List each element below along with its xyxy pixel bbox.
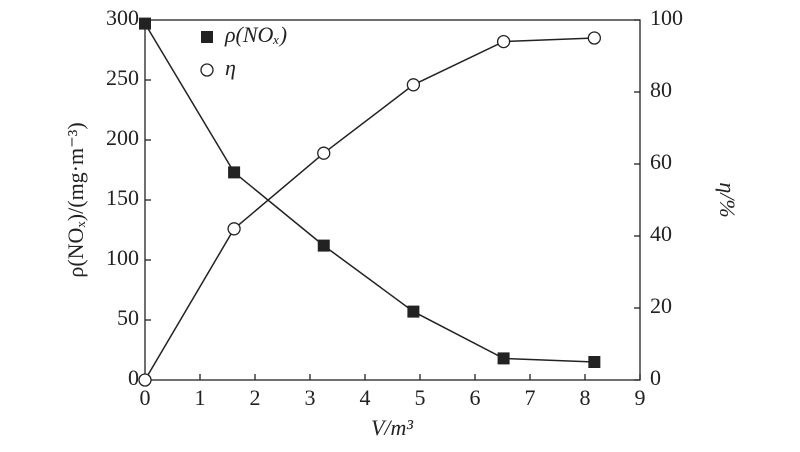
- legend-label: ρ(NOₓ): [224, 22, 287, 47]
- x-axis-label: V/m³: [371, 415, 413, 440]
- y2-tick-label: 60: [650, 149, 672, 174]
- y2-tick-label: 20: [650, 293, 672, 318]
- data-point: [227, 222, 241, 236]
- data-point: [138, 373, 152, 387]
- y-tick-label: 150: [106, 185, 139, 210]
- data-point: [228, 166, 241, 179]
- y-tick-label: 50: [117, 305, 139, 330]
- data-point: [588, 356, 601, 368]
- y-tick-label: 300: [106, 5, 139, 30]
- y2-axis-label: η/%: [715, 182, 740, 217]
- data-point: [317, 146, 331, 160]
- y2-tick-label: 0: [650, 365, 661, 390]
- data-point: [407, 305, 420, 318]
- x-tick-label: 7: [525, 385, 536, 410]
- data-point: [406, 78, 421, 92]
- legend-marker: [200, 63, 214, 77]
- y-tick-label: 100: [106, 245, 139, 270]
- y-tick-label: 200: [106, 125, 139, 150]
- y-axis-label: ρ(NOₓ)/(mg·m⁻³): [63, 122, 88, 277]
- data-point: [496, 34, 511, 49]
- x-tick-label: 4: [360, 385, 371, 410]
- y2-tick-label: 100: [650, 5, 683, 30]
- series-line: [144, 37, 595, 381]
- legend-label: η: [225, 55, 236, 80]
- x-tick-label: 0: [140, 385, 151, 410]
- x-tick-label: 9: [635, 385, 646, 410]
- series-line: [144, 23, 595, 363]
- x-tick-label: 1: [195, 385, 206, 410]
- plot-frame: [144, 19, 641, 381]
- x-tick-label: 2: [250, 385, 261, 410]
- data-point: [139, 17, 151, 30]
- y2-tick-label: 40: [650, 221, 672, 246]
- x-tick-label: 6: [470, 385, 481, 410]
- data-point: [587, 31, 601, 45]
- x-tick-label: 5: [415, 385, 426, 410]
- data-point: [317, 239, 330, 252]
- y-tick-label: 250: [106, 65, 139, 90]
- x-tick-label: 3: [305, 385, 316, 410]
- y2-tick-label: 80: [650, 77, 672, 102]
- y-tick-label: 0: [128, 365, 139, 390]
- legend-marker: [201, 31, 213, 43]
- data-point: [497, 352, 510, 365]
- x-tick-label: 8: [580, 385, 591, 410]
